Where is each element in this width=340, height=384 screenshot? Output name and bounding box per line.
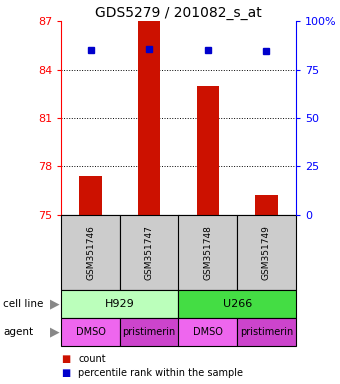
Bar xyxy=(61,290,178,318)
Text: pristimerin: pristimerin xyxy=(240,326,293,337)
Text: count: count xyxy=(78,354,106,364)
Bar xyxy=(61,318,120,346)
Text: U266: U266 xyxy=(222,298,252,309)
Bar xyxy=(178,290,296,318)
Text: pristimerin: pristimerin xyxy=(122,326,176,337)
Bar xyxy=(79,176,102,215)
Text: ▶: ▶ xyxy=(50,325,59,338)
Text: cell line: cell line xyxy=(3,298,44,309)
Text: percentile rank within the sample: percentile rank within the sample xyxy=(78,368,243,378)
Bar xyxy=(120,215,178,290)
Text: DMSO: DMSO xyxy=(75,326,105,337)
Bar xyxy=(255,195,278,215)
Text: ■: ■ xyxy=(61,368,70,378)
Text: DMSO: DMSO xyxy=(193,326,223,337)
Title: GDS5279 / 201082_s_at: GDS5279 / 201082_s_at xyxy=(95,6,262,20)
Text: GSM351748: GSM351748 xyxy=(203,225,212,280)
Bar xyxy=(178,215,237,290)
Bar xyxy=(197,86,219,215)
Bar xyxy=(237,318,296,346)
Text: ■: ■ xyxy=(61,354,70,364)
Text: agent: agent xyxy=(3,326,34,337)
Bar xyxy=(61,215,120,290)
Text: ▶: ▶ xyxy=(50,297,59,310)
Text: H929: H929 xyxy=(105,298,135,309)
Text: GSM351749: GSM351749 xyxy=(262,225,271,280)
Bar xyxy=(237,215,296,290)
Text: GSM351746: GSM351746 xyxy=(86,225,95,280)
Bar xyxy=(138,16,160,215)
Bar xyxy=(178,318,237,346)
Bar xyxy=(120,318,178,346)
Text: GSM351747: GSM351747 xyxy=(145,225,154,280)
